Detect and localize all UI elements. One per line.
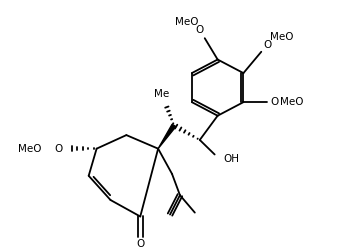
Text: MeO: MeO	[18, 144, 41, 154]
Text: OH: OH	[224, 154, 239, 164]
Text: O: O	[270, 97, 278, 107]
Text: O: O	[195, 26, 204, 36]
Text: O: O	[136, 238, 144, 248]
Text: MeO: MeO	[280, 97, 304, 107]
Text: MeO: MeO	[270, 32, 294, 42]
Text: O: O	[55, 144, 63, 154]
Text: Me: Me	[154, 90, 170, 100]
Text: O: O	[263, 40, 271, 50]
Polygon shape	[158, 124, 176, 149]
Text: MeO: MeO	[175, 17, 199, 27]
